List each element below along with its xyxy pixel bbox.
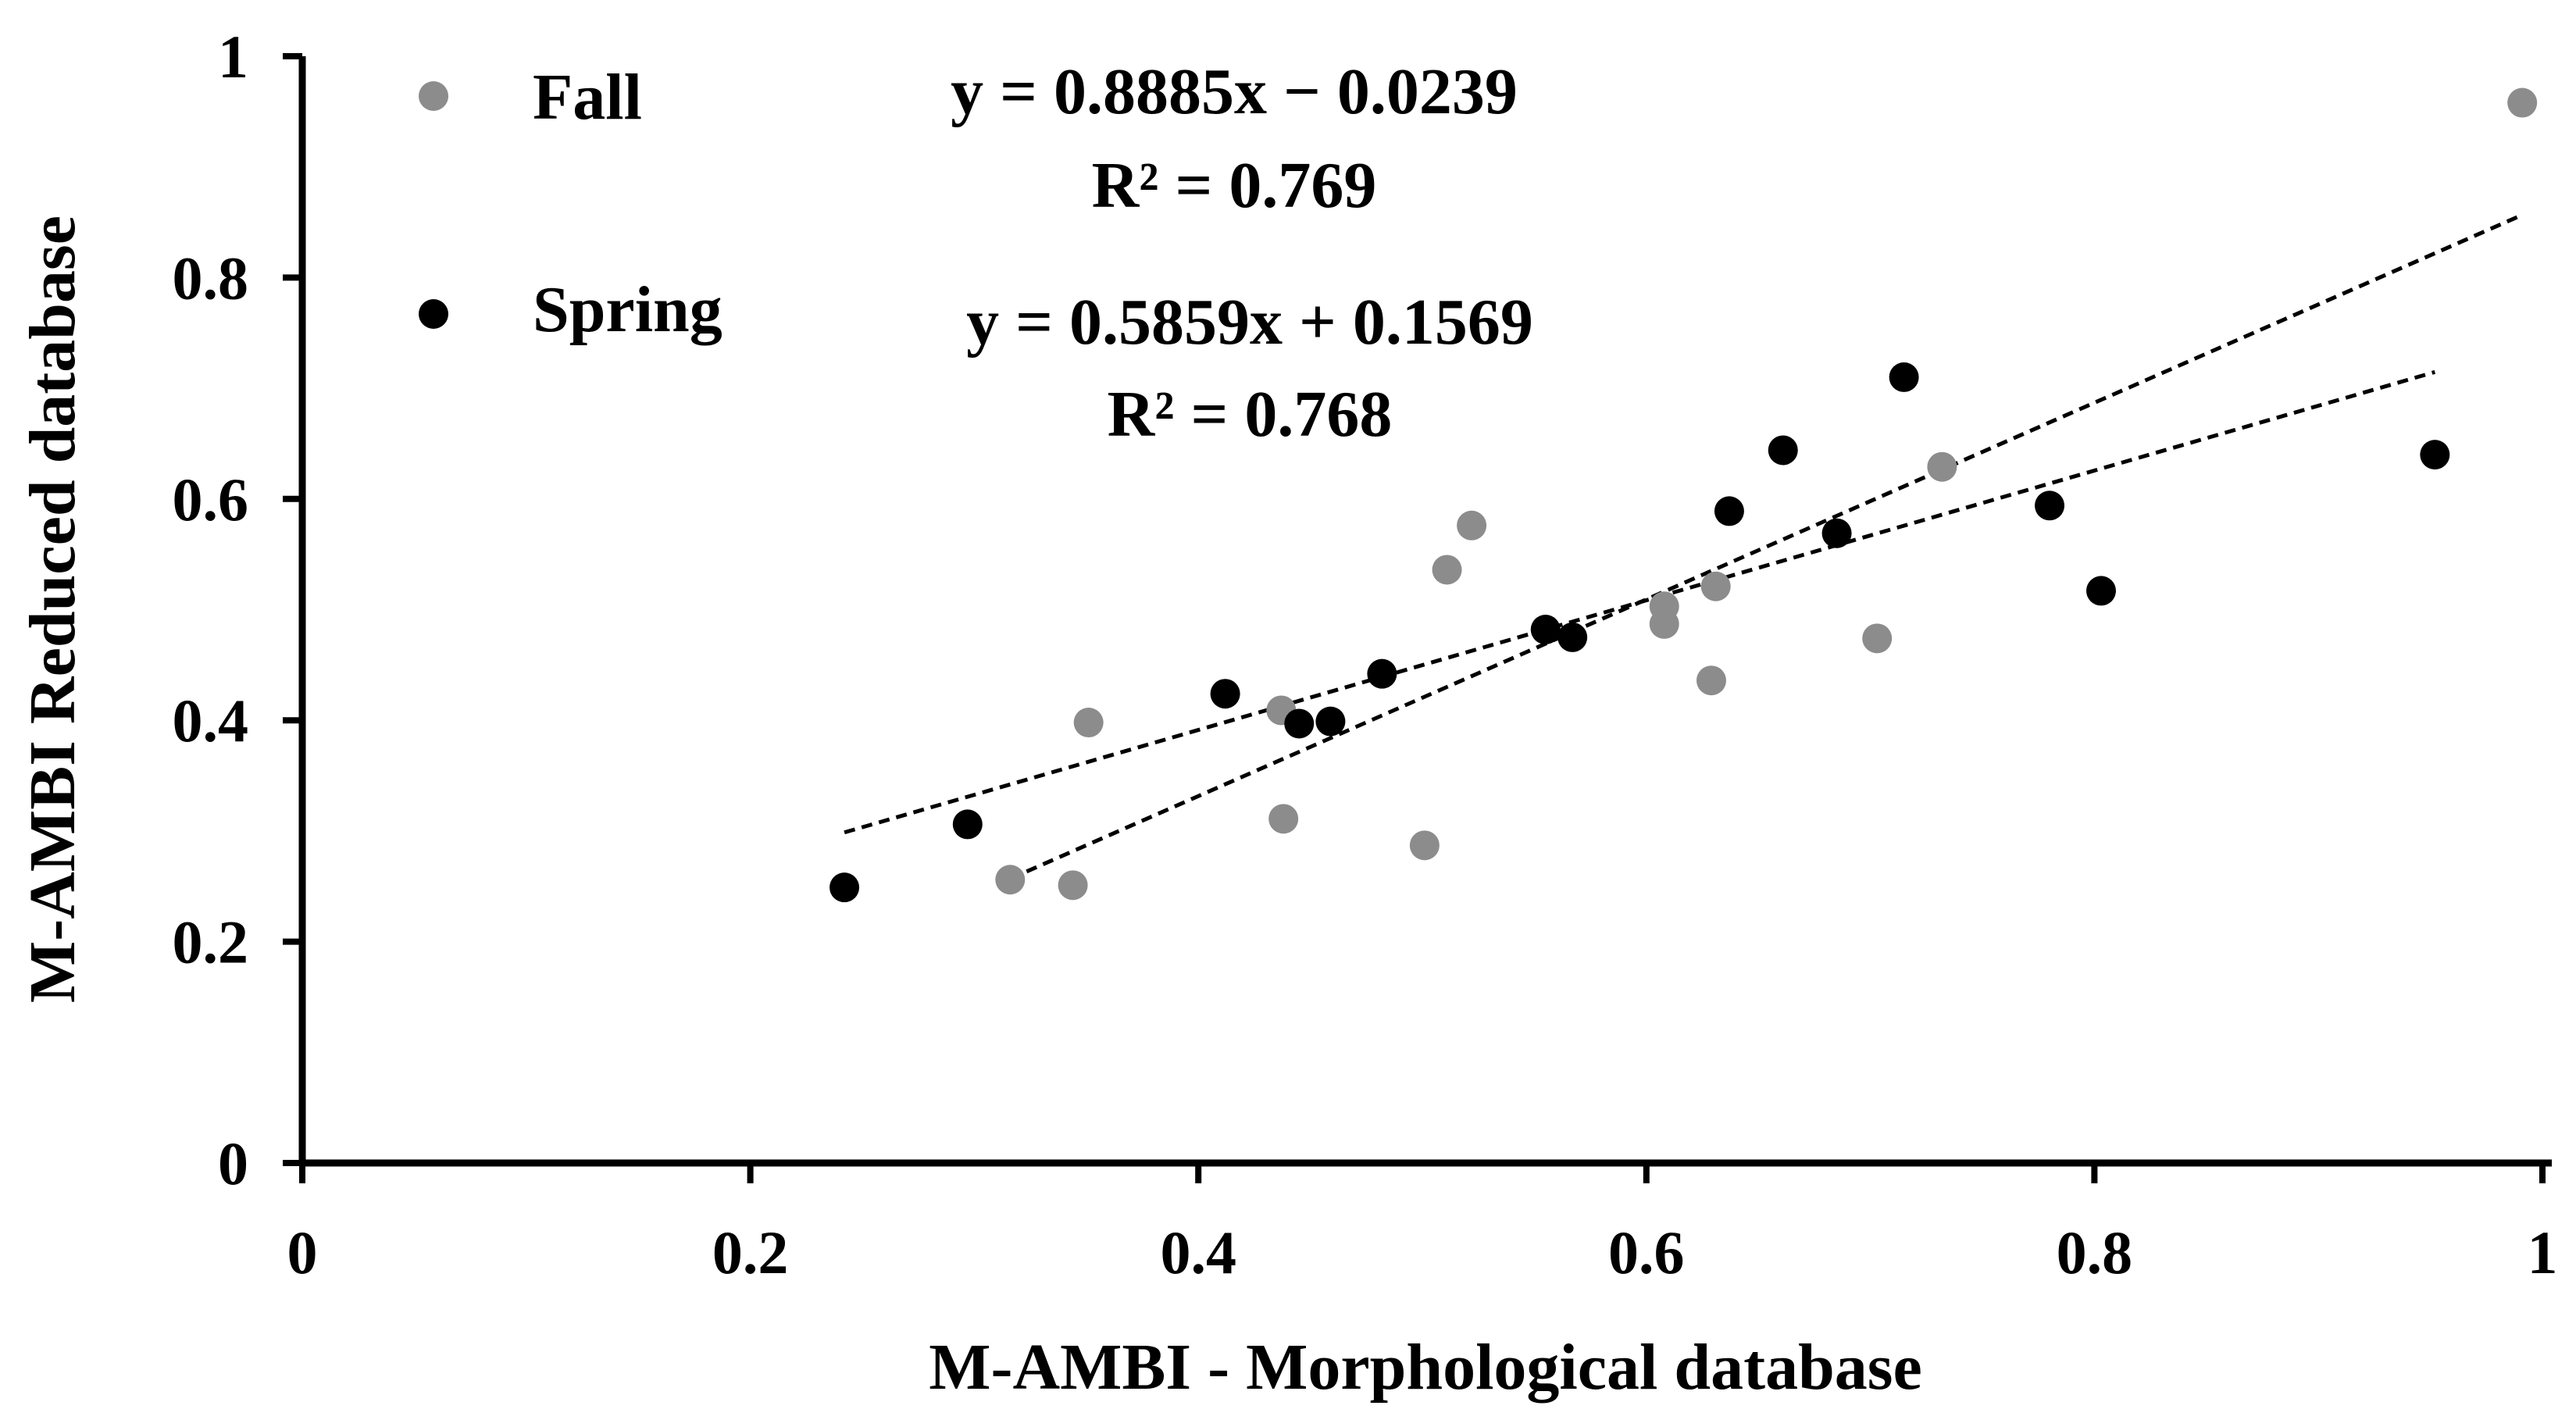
y-tick-label: 0.6 [173, 466, 249, 533]
point-spring [1530, 615, 1561, 645]
point-spring [830, 872, 860, 903]
y-axis-ticks: 0 0.2 0.4 0.6 0.8 1 [173, 23, 302, 1197]
trendline-fall [1009, 212, 2524, 881]
y-tick-label: 1 [218, 23, 248, 91]
point-spring [952, 809, 983, 840]
fall-equation: y = 0.8885x − 0.0239 [951, 55, 1518, 128]
point-fall [1268, 804, 1299, 834]
point-spring [1557, 622, 1588, 652]
trendline-spring [844, 369, 2436, 835]
point-fall [1700, 571, 1731, 601]
legend-label-fall: Fall [533, 61, 642, 134]
point-fall [1409, 830, 1440, 861]
point-spring [1889, 362, 1919, 392]
point-fall [1432, 555, 1462, 585]
spring-equation: y = 0.5859x + 0.1569 [966, 286, 1533, 359]
point-fall [1862, 623, 1893, 654]
point-fall [1696, 665, 1726, 696]
x-tick-label: 0 [287, 1218, 318, 1286]
point-fall [1457, 510, 1487, 540]
legend: Fall Spring [419, 61, 722, 346]
point-spring [1210, 679, 1240, 709]
data-points [830, 87, 2538, 903]
x-tick-label: 1 [2528, 1218, 2558, 1286]
point-spring [2086, 576, 2117, 606]
legend-label-spring: Spring [533, 273, 722, 346]
x-axis-title: M-AMBI - Morphological database [929, 1331, 1922, 1404]
point-fall [1073, 708, 1104, 738]
point-spring [1768, 435, 1798, 466]
point-fall [995, 865, 1026, 895]
point-fall [1927, 451, 1957, 482]
fall-r-squared: R² = 0.769 [1092, 149, 1377, 222]
y-axis-title: M-AMBI Reduced database [16, 216, 89, 1003]
legend-marker-fall [419, 81, 448, 111]
point-spring [1714, 496, 1744, 526]
point-spring [2420, 440, 2450, 470]
point-spring [1367, 658, 1397, 689]
trendlines [844, 212, 2524, 881]
trendline-annotations: y = 0.8885x − 0.0239 R² = 0.769 y = 0.58… [951, 55, 1533, 451]
point-spring [2035, 491, 2065, 521]
spring-r-squared: R² = 0.768 [1108, 378, 1393, 451]
x-axis-ticks: 0 0.2 0.4 0.6 0.8 1 [287, 1163, 2558, 1286]
y-tick-label: 0.8 [173, 244, 249, 312]
point-spring [1284, 708, 1315, 739]
legend-marker-spring [419, 299, 448, 329]
x-tick-label: 0.8 [2057, 1218, 2133, 1286]
y-tick-label: 0 [218, 1129, 248, 1197]
point-fall [1058, 870, 1088, 901]
x-tick-label: 0.4 [1160, 1218, 1236, 1286]
point-spring [1315, 706, 1346, 737]
x-tick-label: 0.2 [712, 1218, 789, 1286]
point-fall [1649, 608, 1679, 639]
point-spring [1821, 518, 1852, 548]
y-tick-label: 0.4 [173, 687, 249, 755]
y-tick-label: 0.2 [173, 908, 249, 976]
x-tick-label: 0.6 [1608, 1218, 1685, 1286]
point-fall [2507, 87, 2538, 118]
